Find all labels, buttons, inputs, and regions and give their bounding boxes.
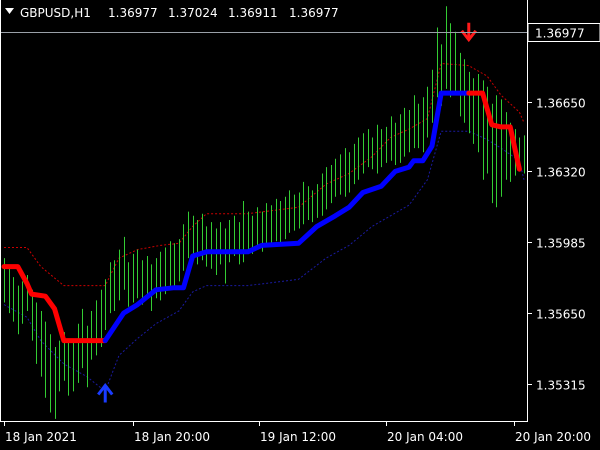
- downtrend-line: [466, 90, 522, 172]
- time-tick-label: 20 Jan 04:00: [387, 430, 463, 444]
- uptrend-line: [102, 90, 472, 344]
- price-tick-label: 1.35650: [536, 308, 586, 322]
- buy-arrow-icon: [97, 383, 114, 403]
- lower-band-line: [3, 130, 525, 393]
- price-tick-label: 1.35985: [536, 237, 586, 251]
- time-tick-label: 18 Jan 20:00: [134, 430, 210, 444]
- time-tick-label: 20 Jan 20:00: [515, 430, 591, 444]
- time-axis: 18 Jan 2021 18 Jan 20:00 19 Jan 12:00 20 Ja…: [4, 421, 591, 444]
- plot-area: [1, 6, 525, 419]
- arrow-head: [460, 29, 477, 43]
- time-tick-label: 18 Jan 2021: [5, 430, 77, 444]
- downtrend-line: [1, 264, 108, 344]
- close-price: 1.36977: [289, 6, 339, 20]
- current-price-label: 1.36977: [535, 27, 585, 41]
- low-price: 1.36911: [228, 6, 278, 20]
- high-price: 1.37024: [168, 6, 218, 20]
- open-price: 1.36977: [108, 6, 158, 20]
- signal-arrows: [97, 22, 477, 403]
- price-tick-label: 1.35315: [536, 379, 586, 393]
- price-tick-label: 1.36650: [536, 97, 586, 111]
- dropdown-triangle-icon[interactable]: [5, 8, 14, 14]
- symbol-label: GBPUSD,H1: [20, 6, 91, 20]
- price-tick-label: 1.36320: [536, 166, 586, 180]
- time-tick-label: 19 Jan 12:00: [260, 430, 336, 444]
- price-axis: 1.36650 1.36320 1.35985 1.35650 1.35315: [527, 97, 586, 393]
- arrow-head: [97, 383, 114, 396]
- sell-arrow-icon: [460, 22, 477, 43]
